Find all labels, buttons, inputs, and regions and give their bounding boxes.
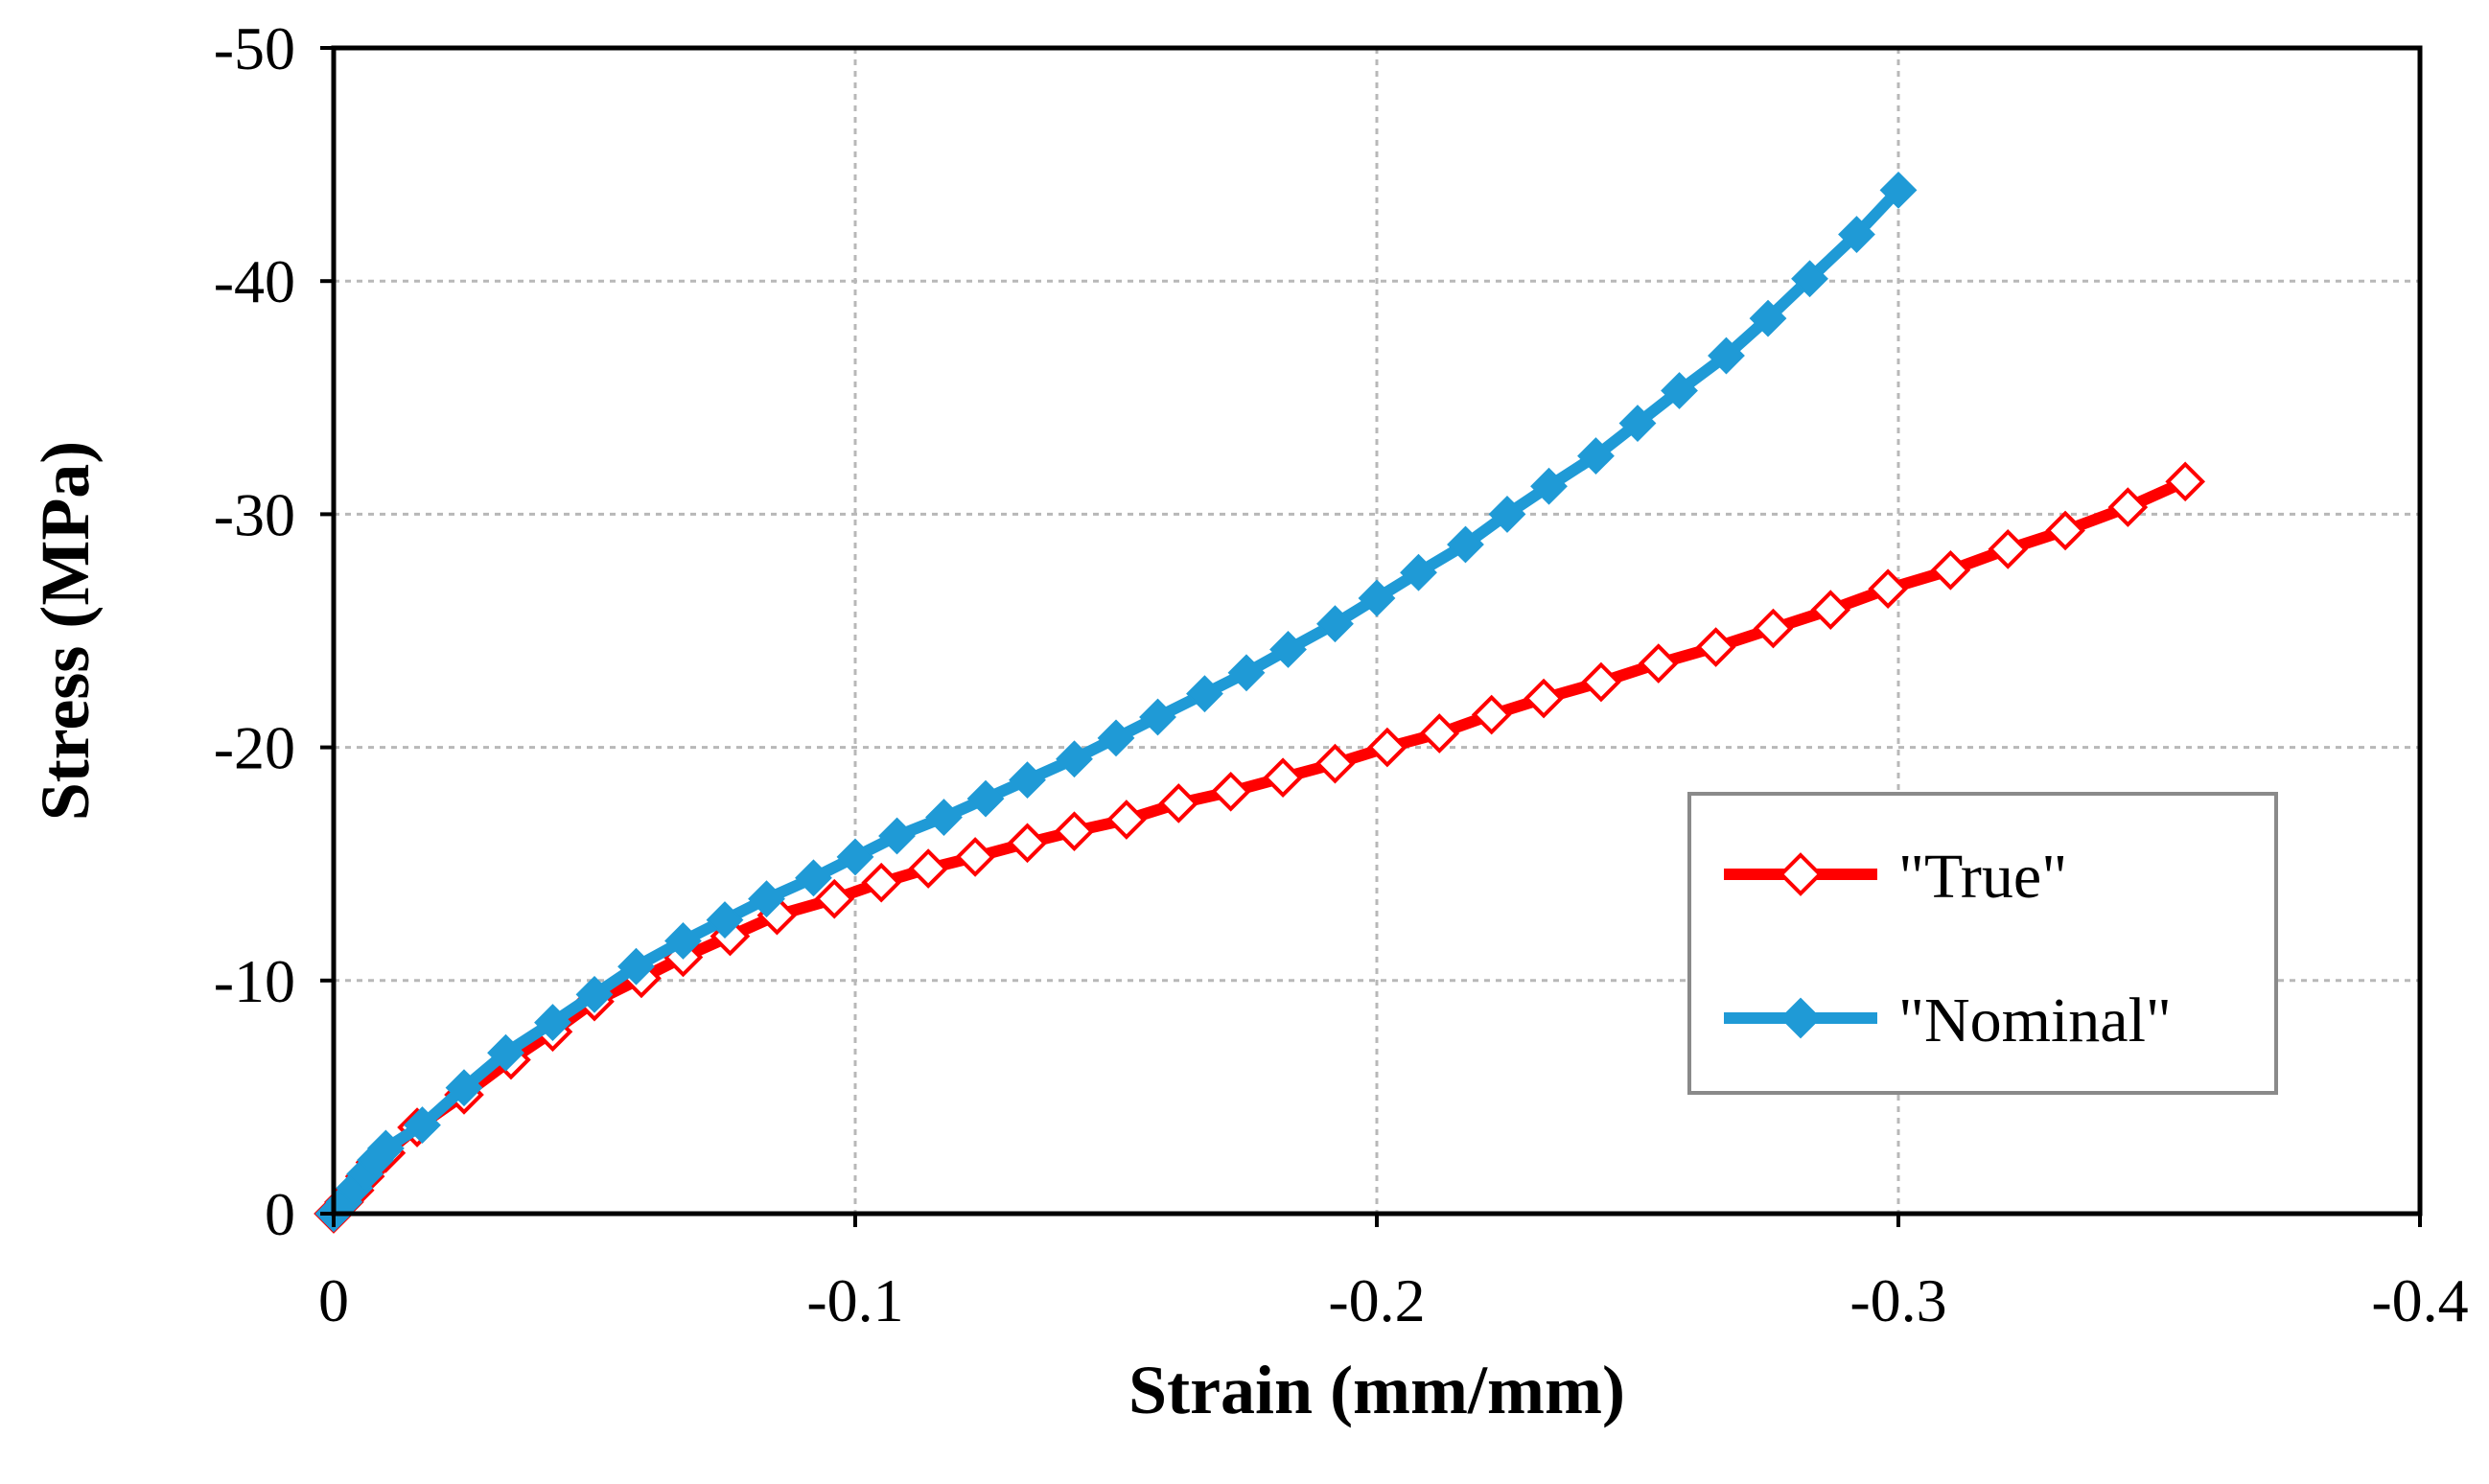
data-point [1007,823,1048,864]
y-tick-label: -10 [214,947,295,1015]
data-point [1054,811,1095,851]
data-point [1419,713,1460,754]
x-axis-title: Strain (mm/mm) [1128,1352,1625,1428]
y-tick-label: -20 [214,714,295,782]
data-point [1316,605,1354,643]
x-tick-label: -0.4 [2371,1266,2468,1334]
data-point [1210,771,1251,812]
data-point [1106,800,1147,840]
data-point [1400,553,1437,591]
data-point [1367,727,1407,768]
data-point [878,817,916,855]
data-point [1263,757,1303,799]
legend-label: "Nominal" [1898,985,2172,1055]
data-point [1879,171,1918,209]
data-point [1753,608,1794,649]
x-tick-label: 0 [318,1266,349,1334]
data-point [617,947,655,985]
data-point [1810,590,1851,630]
data-point [795,859,832,897]
data-point [1838,216,1875,253]
data-point [1314,743,1356,784]
data-point [1269,631,1307,668]
data-point [748,880,785,918]
series-layer [314,171,2206,1234]
data-point [664,922,702,960]
data-point [1358,579,1396,617]
data-point [1638,643,1679,684]
legend: "True" "Nominal" [1687,792,2278,1095]
legend-label: "True" [1898,842,2067,912]
data-point [366,1129,405,1168]
data-point [1581,661,1621,703]
axis-ticks: 0 -0.1 -0.2 -0.3 -0.4 0 -10 -20 -30 -40 -50 [214,14,2469,1334]
y-tick-label: -40 [214,247,295,315]
data-point [2107,487,2149,527]
legend-swatch-marker [1779,852,1823,896]
y-tick-label: -50 [214,14,295,82]
data-point [1930,549,1971,591]
data-point [1158,783,1199,823]
data-point [2045,510,2085,551]
data-point [445,1069,483,1107]
data-point [836,838,874,876]
data-point [1618,405,1657,442]
data-point [1447,525,1484,564]
data-point [706,901,744,939]
data-point [1708,336,1745,375]
data-point [1988,529,2029,569]
data-point [1749,299,1787,337]
data-point [1868,568,1908,610]
data-point [1530,467,1568,505]
data-point [575,975,614,1013]
data-point [404,1106,441,1144]
data-point [1661,372,1698,409]
series-line [328,184,1904,1219]
data-point [955,837,995,877]
data-point [925,799,963,836]
data-point [861,862,902,903]
data-point [1695,627,1736,667]
data-point [1097,719,1135,757]
data-point [1471,694,1512,735]
data-point [1791,260,1828,298]
data-point [1139,698,1176,736]
data-point [487,1033,524,1072]
y-axis-title: Stress (MPa) [27,441,104,822]
data-point [1056,740,1093,778]
data-point [966,779,1005,818]
data-point [2165,461,2206,502]
data-point [1524,678,1564,719]
y-tick-label: -30 [214,480,295,548]
x-tick-label: -0.2 [1328,1266,1425,1334]
data-point [1009,761,1046,800]
data-point [814,878,855,919]
data-point [908,848,948,889]
data-point [1577,437,1615,475]
series-2 [314,171,1918,1233]
y-tick-label: 0 [265,1180,295,1248]
data-point [1227,654,1266,692]
data-point [1186,675,1223,713]
x-tick-label: -0.3 [1849,1266,1946,1334]
legend-box [1687,792,2278,1095]
x-tick-label: -0.1 [806,1266,903,1334]
legend-swatch-marker [1780,997,1822,1039]
data-point [1488,495,1526,533]
data-point [534,1004,571,1041]
